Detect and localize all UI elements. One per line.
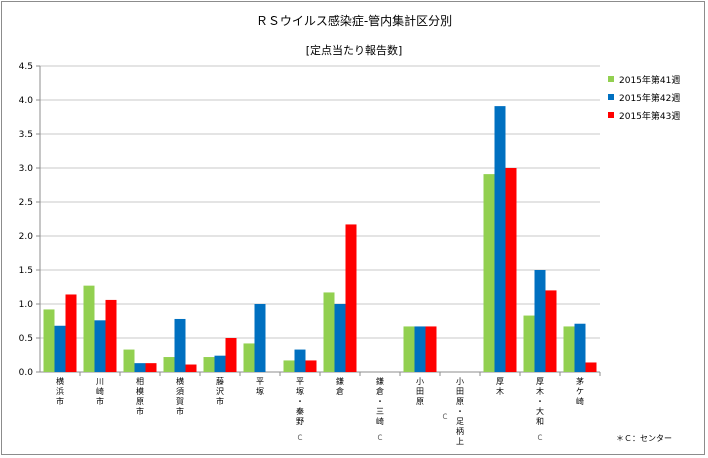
- x-tick-label-center-mark: Ｃ: [297, 434, 304, 442]
- x-tick-label: 横須賀市: [176, 376, 184, 416]
- bar-series-2: [254, 304, 266, 372]
- x-tick-label: 小田原・足柄上: [456, 377, 464, 446]
- y-tick-label: 2.0: [19, 232, 34, 242]
- legend-swatch-series-2: [608, 94, 614, 100]
- bar-series-1: [163, 357, 175, 372]
- x-tick-label: 鎌倉・三崎: [376, 376, 384, 426]
- y-tick-label: 4.5: [19, 62, 33, 72]
- bar-series-2: [214, 355, 226, 372]
- legend-label-series-3: 2015年第43週: [619, 111, 681, 122]
- bar-series-1: [403, 326, 415, 372]
- bar-series-1: [243, 343, 255, 372]
- bar-series-3: [145, 363, 157, 372]
- bar-series-2: [94, 320, 106, 372]
- bar-series-3: [585, 362, 597, 372]
- bar-series-1: [203, 357, 215, 372]
- bar-series-2: [294, 349, 306, 372]
- bar-series-3: [545, 290, 557, 372]
- x-tick-label-center-mark: Ｃ: [537, 434, 544, 442]
- x-tick-label: 相模原市: [136, 376, 144, 416]
- x-tick-label-center-mark: Ｃ: [377, 434, 384, 442]
- legend-swatch-series-1: [608, 76, 614, 82]
- x-tick-label: 平塚: [256, 377, 264, 396]
- legend-item-series-1: 2015年第41週: [608, 70, 680, 88]
- x-tick-label: 川崎市: [96, 377, 104, 406]
- chart-legend: 2015年第41週 2015年第42週 2015年第43週: [608, 70, 680, 124]
- chart-subtitle: [定点当たり報告数]: [305, 44, 403, 57]
- bar-series-3: [305, 360, 317, 372]
- bar-series-3: [105, 299, 117, 372]
- bar-series-2: [494, 106, 506, 373]
- y-tick-label: 4.0: [19, 96, 34, 106]
- y-tick-label: 3.0: [19, 164, 34, 174]
- bar-series-1: [323, 292, 335, 372]
- x-tick-label: 横浜市: [56, 376, 64, 406]
- x-tick-label: 厚木: [496, 377, 504, 396]
- x-tick-label: 茅ケ崎: [576, 376, 584, 406]
- bar-series-1: [483, 174, 495, 372]
- y-tick-label: 0.0: [19, 368, 34, 378]
- bar-series-2: [414, 326, 426, 372]
- y-tick-label: 2.5: [19, 198, 33, 208]
- x-tick-label: 小田原: [416, 377, 424, 406]
- x-tick-label: 藤沢市: [216, 376, 224, 406]
- bar-series-1: [523, 315, 535, 372]
- bar-series-3: [185, 364, 197, 372]
- x-tick-label: 厚木・大和: [536, 377, 544, 426]
- y-tick-label: 0.5: [19, 334, 33, 344]
- bar-series-3: [505, 168, 517, 372]
- legend-label-series-2: 2015年第42週: [619, 93, 681, 104]
- bar-series-2: [334, 304, 346, 372]
- bar-series-1: [43, 309, 55, 372]
- legend-item-series-2: 2015年第42週: [608, 88, 680, 106]
- legend-label-series-1: 2015年第41週: [619, 75, 681, 86]
- bar-series-3: [225, 338, 237, 372]
- y-tick-label: 1.5: [19, 266, 33, 276]
- bar-series-3: [345, 224, 357, 372]
- bar-series-1: [123, 349, 135, 372]
- bar-series-2: [174, 318, 186, 372]
- x-tick-label: 鎌倉: [336, 376, 344, 396]
- bar-series-1: [283, 360, 295, 372]
- bar-series-2: [54, 325, 66, 372]
- bar-series-2: [574, 323, 586, 372]
- bar-series-2: [534, 270, 546, 372]
- bar-series-3: [425, 326, 437, 372]
- bar-series-3: [65, 294, 77, 372]
- legend-item-series-3: 2015年第43週: [608, 106, 680, 124]
- x-tick-label-center-mark: Ｃ: [442, 413, 449, 421]
- footnote-center: ＊Ｃ：センター: [616, 434, 672, 443]
- bar-series-1: [83, 285, 95, 372]
- y-tick-label: 1.0: [19, 300, 34, 310]
- chart-title: ＲＳウイルス感染症-管内集計区分別: [255, 14, 453, 28]
- bar-series-2: [134, 363, 146, 372]
- bar-series-1: [563, 326, 575, 372]
- y-tick-label: 3.5: [19, 130, 33, 140]
- x-tick-label: 平塚・秦野: [296, 377, 304, 426]
- legend-swatch-series-3: [608, 112, 614, 118]
